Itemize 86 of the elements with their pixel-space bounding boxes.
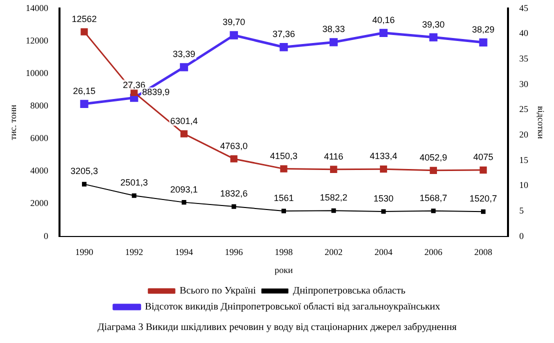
- y-tick-label: 0: [44, 230, 49, 241]
- y-tick-label: 14000: [26, 2, 49, 13]
- point: [230, 155, 238, 162]
- x-tick-label: 1998: [274, 247, 294, 258]
- data-label: 38,29: [472, 24, 495, 34]
- y2-tick-label: 25: [519, 104, 529, 114]
- legend-label: Відсоток викидів Дніпропетровської області від загальноукраїнських: [144, 302, 440, 313]
- point: [182, 200, 186, 205]
- text: Діаграма 3 Викиди шкідливих речовин у воду від стаціонарних джерел забруднення: [96, 322, 458, 333]
- y2-tick-label: 10: [519, 180, 529, 190]
- data-label: 4150,3: [270, 150, 298, 161]
- point: [381, 209, 386, 214]
- data-label: 37,36: [272, 29, 296, 40]
- point: [331, 208, 336, 213]
- point: [82, 182, 87, 186]
- data-label: 1832,6: [220, 188, 248, 199]
- point: [379, 28, 388, 37]
- y2-tick-label: 30: [519, 78, 529, 89]
- data-label: 4133,4: [370, 151, 398, 162]
- point: [180, 63, 188, 72]
- point: [430, 166, 437, 174]
- x-tick-label: 1994: [174, 247, 194, 258]
- data-label: 4763,0: [220, 140, 248, 151]
- data-label: 40,16: [372, 14, 395, 25]
- y2-tick-label: 20: [519, 129, 529, 140]
- data-label: 1520,7: [469, 194, 498, 204]
- x-tick-label: 1996: [224, 247, 244, 258]
- point: [431, 208, 436, 214]
- y-tick-label: 12000: [26, 35, 49, 46]
- y-tick-label: 6000: [30, 133, 49, 144]
- x-tick-label: 1992: [125, 247, 144, 258]
- point: [280, 165, 288, 172]
- data-label: 33,39: [172, 49, 196, 60]
- point: [480, 166, 487, 174]
- point: [330, 166, 338, 173]
- point: [479, 38, 488, 46]
- y-tick-label: 4000: [30, 166, 49, 176]
- x-axis-title: роки: [274, 264, 294, 275]
- point: [132, 193, 136, 198]
- y-axis-title: тис. тонн: [8, 104, 18, 140]
- data-label: 4075: [473, 152, 494, 162]
- data-label: 1582,2: [320, 192, 348, 203]
- point: [232, 204, 236, 209]
- point: [281, 208, 286, 214]
- y2-tick-label: 5: [519, 205, 524, 216]
- data-label: 4116: [324, 151, 344, 162]
- data-label: 38,33: [322, 24, 345, 34]
- data-label: 39,70: [222, 17, 246, 28]
- legend-label: Дніпропетровська область: [292, 286, 406, 297]
- data-label: 3205,3: [70, 166, 98, 176]
- point: [280, 43, 288, 52]
- point: [180, 130, 188, 138]
- legend-label: Всього по Україні: [180, 286, 256, 297]
- point: [230, 31, 238, 40]
- point: [380, 166, 388, 173]
- y2-tick-label: 15: [519, 154, 529, 165]
- x-tick-label: 2002: [324, 247, 343, 258]
- x-tick-label: 2006: [424, 247, 443, 258]
- data-label: 1530: [373, 193, 394, 204]
- y-tick-label: 2000: [30, 198, 49, 208]
- point: [80, 100, 88, 108]
- y2-axis-title: відсотки: [536, 106, 546, 139]
- point: [480, 209, 486, 214]
- y-tick-label: 8000: [30, 100, 49, 110]
- data-label: 2093,1: [170, 184, 198, 194]
- y2-tick-label: 0: [519, 230, 524, 241]
- x-tick-label: 1990: [75, 247, 94, 258]
- y2-tick-label: 40: [519, 28, 529, 38]
- y-tick-label: 10000: [26, 68, 49, 78]
- point: [429, 33, 438, 42]
- y2-tick-label: 35: [519, 53, 529, 64]
- data-label: 1561: [274, 192, 294, 203]
- point: [330, 38, 338, 46]
- data-label: 8839,9: [142, 86, 170, 97]
- data-label: 1568,7: [420, 192, 448, 203]
- data-label: 26,15: [72, 86, 96, 96]
- x-tick-label: 2004: [374, 247, 394, 258]
- data-label: 12562: [72, 14, 97, 24]
- data-label: 27,36: [122, 80, 146, 90]
- x-tick-label: 2008: [474, 247, 493, 258]
- data-label: 4052,9: [420, 152, 448, 162]
- data-label: 6301,4: [170, 116, 198, 126]
- point: [80, 28, 88, 36]
- y2-tick-label: 45: [519, 2, 529, 13]
- data-label: 39,30: [422, 19, 445, 30]
- data-label: 2501,3: [120, 178, 148, 188]
